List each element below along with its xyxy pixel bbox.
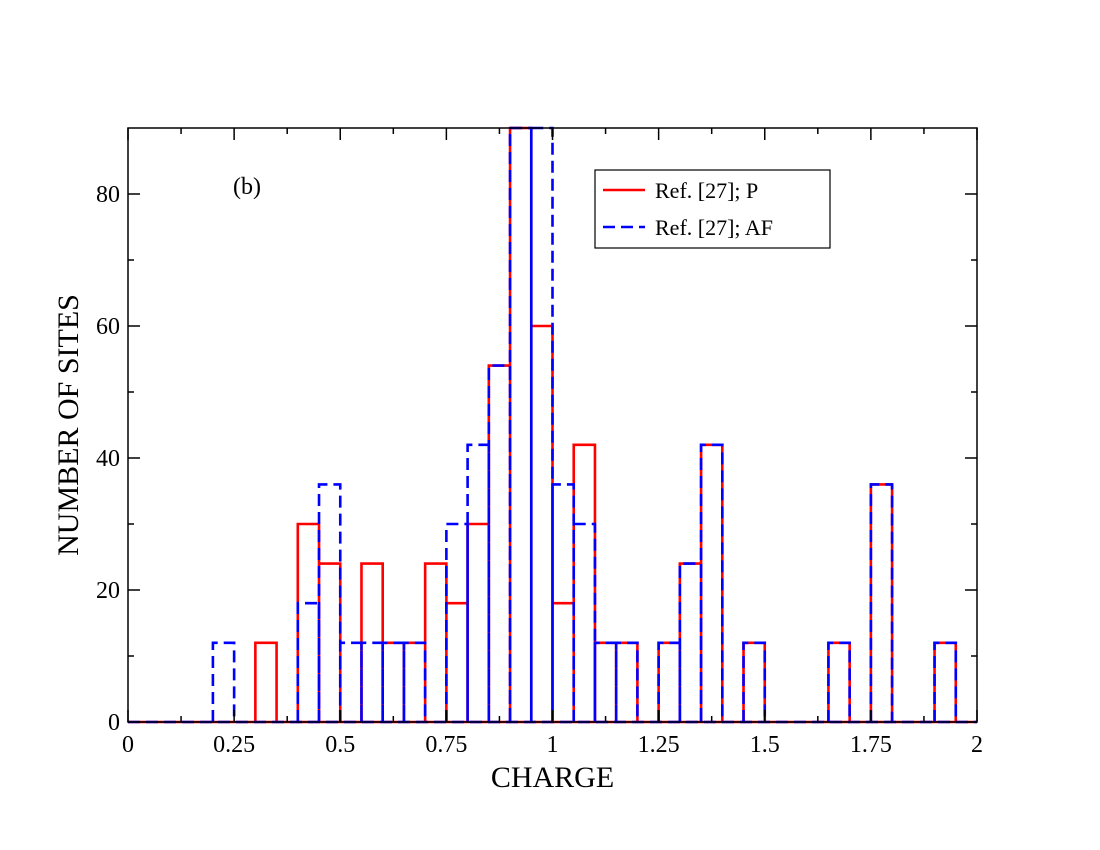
x-tick-label: 0 xyxy=(122,732,134,758)
legend-label-p: Ref. [27]; P xyxy=(655,178,758,203)
x-tick-label: 0.75 xyxy=(425,732,467,758)
x-tick-label: 0.5 xyxy=(325,732,355,758)
x-tick-label: 1 xyxy=(547,732,559,758)
y-tick-label: 20 xyxy=(96,578,120,604)
y-tick-label: 40 xyxy=(96,446,120,472)
x-tick-label: 1.25 xyxy=(638,732,680,758)
legend-label-af: Ref. [27]; AF xyxy=(655,215,773,240)
x-tick-label: 1.5 xyxy=(750,732,780,758)
series-af-bars xyxy=(211,126,958,722)
x-axis-title: CHARGE xyxy=(491,761,614,794)
legend-box xyxy=(594,169,831,249)
x-tick-label: 0.25 xyxy=(213,732,255,758)
panel-annotation: (b) xyxy=(233,174,261,200)
x-tick-label: 1.75 xyxy=(850,732,892,758)
y-axis-title: NUMBER OF SITES xyxy=(52,294,85,556)
x-tick-label: 2 xyxy=(971,732,983,758)
legend: Ref. [27]; P Ref. [27]; AF xyxy=(594,169,831,249)
y-tick-label: 0 xyxy=(108,710,120,736)
y-tick-label: 60 xyxy=(96,314,120,340)
y-tick-label: 80 xyxy=(96,182,120,208)
